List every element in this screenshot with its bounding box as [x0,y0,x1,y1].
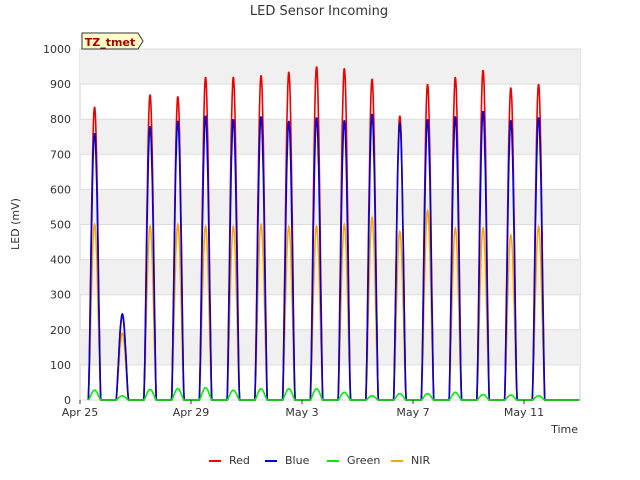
legend-item-blue: Blue [265,454,310,467]
y-tick-label: 300 [50,289,71,302]
y-tick-label: 1000 [43,43,71,56]
y-tick-label: 700 [50,148,71,161]
legend-label: NIR [411,454,430,467]
x-tick-label: May 11 [504,406,544,419]
y-axis-label: LED (mV) [9,198,22,250]
grid-bands [80,49,580,365]
x-tick-label: May 3 [285,406,318,419]
legend: Red Blue Green NIR [209,454,430,467]
y-tick-label: 200 [50,324,71,337]
legend-item-nir: NIR [391,454,430,467]
data-series [87,66,580,401]
x-tick-label: May 7 [396,406,429,419]
x-axis-label: Time [550,423,578,436]
y-tick-label: 900 [50,78,71,91]
grid-band [80,329,580,365]
chart-title: LED Sensor Incoming [250,4,388,19]
y-tick-label: 0 [64,394,71,407]
y-tick-label: 600 [50,183,71,196]
x-axis-ticks: Apr 25 Apr 29 May 3 May 7 May 11 [62,400,544,419]
grid-band [80,119,580,155]
y-axis-ticks: 0 100 200 300 400 500 600 700 800 900 1000 [43,43,71,407]
legend-item-green: Green [327,454,380,467]
badge-label: TZ_tmet [85,36,135,49]
y-tick-label: 500 [50,219,71,232]
grid-band [80,189,580,225]
badge-shape [81,32,144,50]
series-line-green [87,386,580,401]
y-tick-label: 400 [50,254,71,267]
x-tick-label: Apr 25 [62,406,99,419]
legend-label: Green [347,454,380,467]
x-tick-label: Apr 29 [173,406,210,419]
site-badge: TZ_tmet [81,32,144,50]
y-tick-label: 800 [50,113,71,126]
legend-item-red: Red [209,454,250,467]
legend-label: Red [229,454,250,467]
grid-band [80,259,580,295]
grid-band [80,49,580,85]
y-tick-label: 100 [50,359,71,372]
legend-label: Blue [285,454,310,467]
